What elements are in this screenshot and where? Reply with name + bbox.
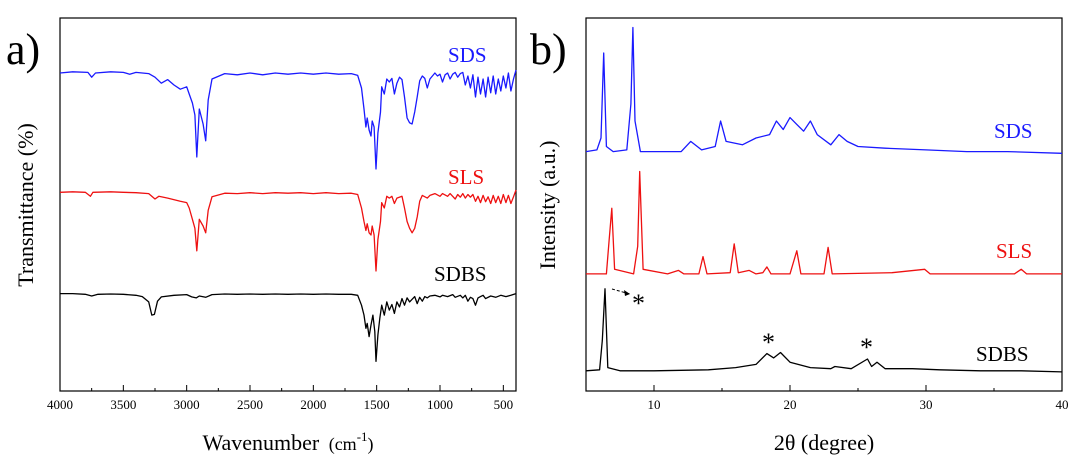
panel-b-annotation-star-3: * bbox=[860, 333, 873, 362]
x-tick-label: 3500 bbox=[110, 397, 136, 412]
panel-a-x-axis-title: Wavenumber (cm-1) bbox=[202, 429, 373, 455]
x-tick-label: 30 bbox=[920, 397, 933, 412]
panel-b-annotation-star-1: * bbox=[632, 289, 645, 318]
panel-a-x-title-main: Wavenumber bbox=[202, 430, 319, 455]
series-line-sdbs bbox=[60, 292, 517, 362]
panel-b-series bbox=[585, 26, 1063, 373]
series-line-sds bbox=[59, 69, 517, 170]
series-line-sls bbox=[59, 189, 517, 272]
panel-b-annotation-star-2: * bbox=[762, 328, 775, 357]
panel-b-xrd-chart: b) 10 20 30 40 SDS SLS SDBS * * * Intensity… bbox=[530, 17, 1069, 455]
panel-a-x-title-close: ) bbox=[368, 434, 374, 455]
series-line-sls bbox=[586, 170, 1062, 275]
panel-b-legend-sls: SLS bbox=[996, 239, 1032, 263]
panel-a-x-title-exp: -1 bbox=[357, 429, 368, 444]
panel-b-legend-sdbs: SDBS bbox=[976, 342, 1029, 366]
panel-b-annotation-arrowhead bbox=[624, 290, 630, 296]
panel-a-y-axis-title: Transmittance (%) bbox=[13, 123, 38, 287]
x-tick-label: 2000 bbox=[300, 397, 326, 412]
panel-a-plot-frame bbox=[59, 17, 517, 392]
x-tick-label: 20 bbox=[784, 397, 797, 412]
series-line-sds bbox=[585, 26, 1063, 154]
x-tick-label: 40 bbox=[1056, 397, 1069, 412]
x-tick-label: 4000 bbox=[47, 397, 73, 412]
panel-a-series bbox=[59, 69, 517, 362]
panel-b-x-ticks: 10 20 30 40 bbox=[648, 385, 1069, 412]
panel-b-plot-frame bbox=[585, 17, 1063, 392]
x-tick-label: 1500 bbox=[364, 397, 390, 412]
panel-a-legend-sds: SDS bbox=[448, 43, 487, 67]
x-tick-label: 10 bbox=[648, 397, 661, 412]
series-line-sdbs bbox=[585, 288, 1063, 373]
panel-b-legend-sds: SDS bbox=[994, 119, 1033, 143]
panel-a-x-title-unit: (cm bbox=[329, 434, 357, 455]
x-tick-label: 3000 bbox=[174, 397, 200, 412]
panel-a-ftir-chart: a) 4000 3500 3000 2500 2000 1500 1000 500 SDS S… bbox=[6, 17, 517, 455]
panel-b-y-axis-title: Intensity (a.u.) bbox=[535, 141, 560, 270]
panel-b-x-axis-title: 2θ (degree) bbox=[774, 430, 874, 455]
panel-a-legend-sdbs: SDBS bbox=[434, 262, 487, 286]
x-tick-label: 2500 bbox=[237, 397, 263, 412]
x-tick-label: 1000 bbox=[427, 397, 453, 412]
panel-a-x-ticks: 4000 3500 3000 2500 2000 1500 1000 500 bbox=[47, 385, 513, 412]
x-tick-label: 500 bbox=[494, 397, 514, 412]
panel-a-label: a) bbox=[6, 25, 40, 74]
panel-a-legend-sls: SLS bbox=[448, 165, 484, 189]
panel-b-label: b) bbox=[530, 25, 567, 74]
